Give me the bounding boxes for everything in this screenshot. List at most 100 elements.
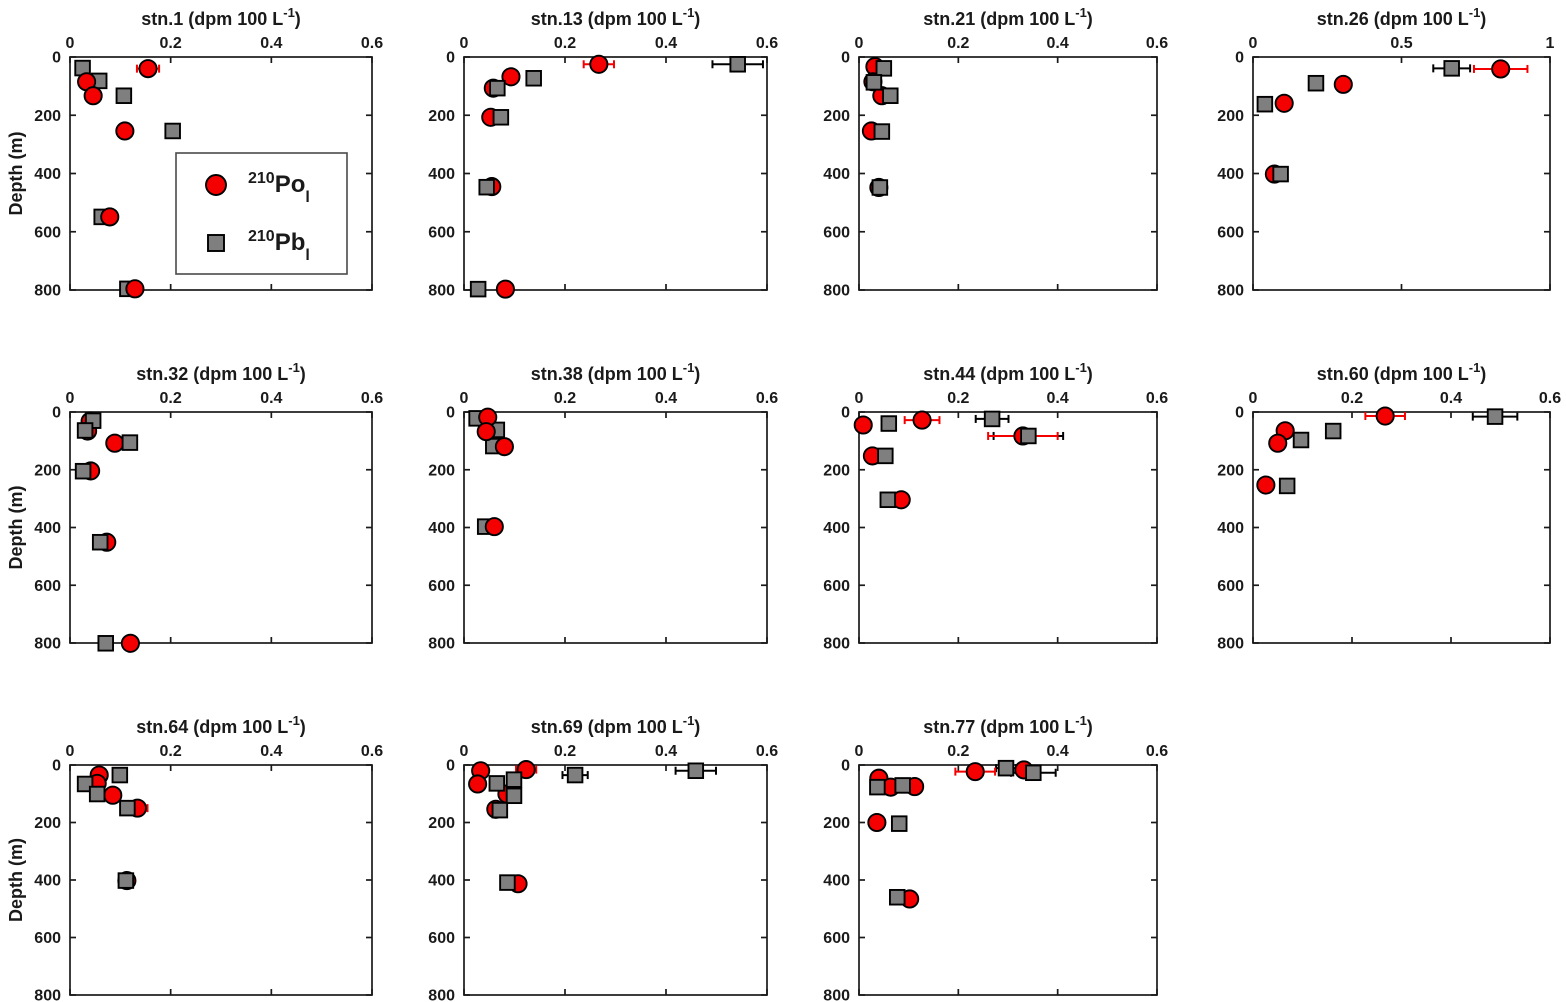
subplot-title: stn.69 (dpm 100 L-1) [531,713,701,737]
x-tick-label: 0.4 [1047,743,1069,760]
pb-marker [489,79,506,97]
y-tick-label: 800 [823,988,850,1002]
y-tick-label: 800 [34,283,61,300]
y-tick-label: 400 [1217,520,1244,537]
pb-marker [469,280,487,298]
subplot-title: stn.1 (dpm 100 L-1) [141,5,301,29]
y-tick-label: 200 [1217,462,1244,479]
pb-marker [1292,431,1310,449]
po-marker [1491,59,1511,79]
y-tick-label: 0 [52,50,61,67]
po-marker [495,279,515,299]
pb-marker [888,889,906,906]
pb-marker [97,635,114,652]
subplot-stn-77: 0 0.2 0.4 0.6 0 200 400 600 800 stn.77 (dpm 100 L… [823,713,1168,1002]
pb-marker [505,771,523,788]
po-marker [468,774,488,794]
x-tick-label: 0.2 [947,35,969,52]
x-tick-label: 0.4 [1047,35,1069,52]
x-tick-label: 0.4 [1047,390,1069,407]
subplot-title: stn.13 (dpm 100 L-1) [531,5,701,29]
x-tick-label: 0.6 [756,743,778,760]
pb-marker [74,462,92,480]
subplot-stn-64: 0 0.2 0.4 0.6 0 200 400 600 800 stn.64 (dpm 100 L… [34,713,383,1002]
legend-po-marker [205,174,227,196]
y-tick-label: 200 [823,462,850,479]
pb-marker [997,759,1015,777]
pb-marker [492,109,510,126]
x-tick-label: 0 [66,35,75,52]
y-tick-label: 0 [446,405,455,422]
po-marker [1268,433,1288,453]
pb-marker [1256,95,1274,113]
pb-marker [88,785,106,803]
y-tick-label: 400 [428,873,455,890]
y-tick-label: 800 [34,636,61,653]
pb-marker [687,762,705,780]
pb-marker [875,60,893,77]
po-marker [83,86,103,106]
pb-marker [1020,427,1037,445]
x-tick-label: 0.6 [756,390,778,407]
x-tick-label: 0 [460,743,469,760]
y-tick-label: 0 [841,50,850,67]
y-tick-label: 600 [428,224,455,241]
y-tick-label: 600 [428,578,455,595]
pb-marker [76,775,94,793]
y-tick-label: 0 [446,50,455,67]
po-marker [1256,475,1276,495]
po-marker [120,633,140,653]
y-tick-label: 200 [34,462,61,479]
x-tick-label: 0 [855,743,864,760]
x-tick-label: 0.6 [756,35,778,52]
pb-marker [983,410,1001,428]
y-tick-label: 800 [34,988,61,1002]
subplot-stn-1: 0 0.2 0.4 0.6 0 200 400 600 800 stn.1 (dpm 100 L-… [34,5,383,300]
pb-marker [111,766,129,784]
y-tick-label: 0 [52,758,61,775]
subplot-stn-32: 0 0.2 0.4 0.6 0 200 400 600 800 stn.32 (dpm 100 L… [34,360,383,653]
pb-marker [115,87,133,104]
po-marker [105,433,125,453]
pb-marker [880,415,898,432]
po-marker [476,422,496,442]
subplot-title: stn.44 (dpm 100 L-1) [923,360,1093,384]
x-tick-label: 0.6 [1539,390,1561,407]
y-tick-label: 800 [428,283,455,300]
x-tick-label: 0.2 [160,390,182,407]
pb-marker [1272,165,1289,183]
y-tick-label: 0 [841,405,850,422]
y-tick-label: 600 [1217,578,1244,595]
po-marker [138,59,158,79]
pb-marker [164,122,181,140]
y-tick-label: 400 [823,166,850,183]
x-tick-label: 0.4 [260,35,282,52]
pb-marker [566,766,584,784]
x-tick-label: 0 [460,35,469,52]
y-tick-label: 800 [1217,636,1244,653]
po-marker [484,517,504,537]
y-tick-label: 600 [823,930,850,947]
y-tick-label: 200 [1217,108,1244,125]
y-tick-label: 200 [428,815,455,832]
y-tick-label: 0 [52,405,61,422]
subplot-stn-26: 0 0.5 1 0 200 400 600 800 stn.26 (dpm 100 L-1) [1217,5,1554,300]
pb-marker [491,801,509,819]
subplot-title: stn.60 (dpm 100 L-1) [1317,360,1487,384]
subplot-stn-21: 0 0.2 0.4 0.6 0 200 400 600 800 stn.21 (dpm 100 L… [823,5,1168,300]
pb-marker [121,434,139,451]
subplot-stn-38: 0 0.2 0.4 0.6 0 200 400 600 800 stn.38 (dpm 100 L… [428,360,778,653]
y-tick-label: 200 [428,108,455,125]
pb-marker [119,799,136,817]
y-tick-label: 400 [823,873,850,890]
x-tick-label: 0 [855,35,864,52]
x-tick-label: 0.2 [554,35,576,52]
pb-marker [873,123,891,140]
y-tick-label: 400 [1217,166,1244,183]
subplot-title: stn.26 (dpm 100 L-1) [1317,5,1487,29]
x-tick-label: 0.4 [655,743,677,760]
po-marker [912,410,932,430]
pb-marker [91,533,109,551]
y-tick-label: 600 [34,930,61,947]
